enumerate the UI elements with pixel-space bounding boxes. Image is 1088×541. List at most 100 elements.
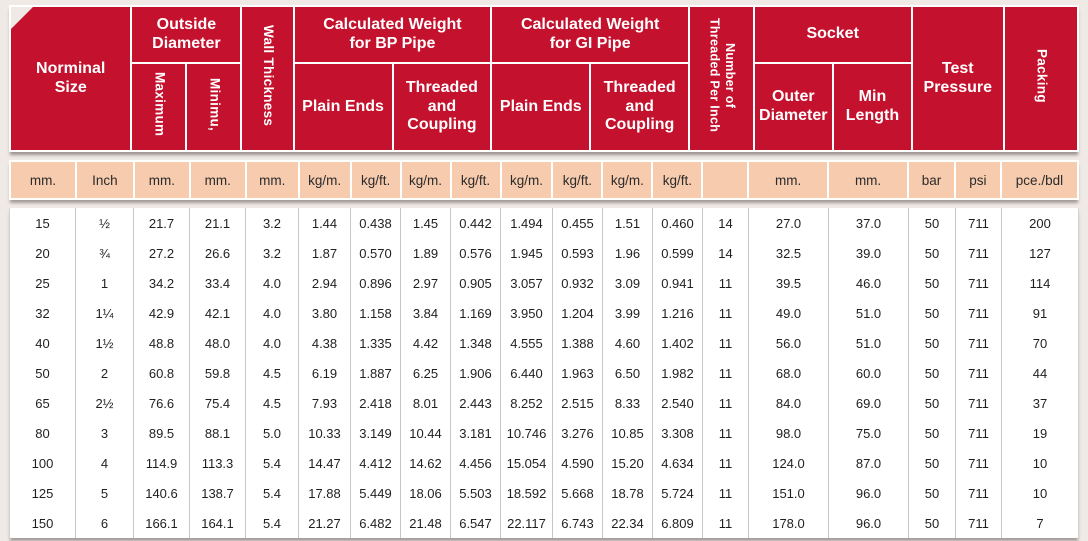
maximum-vertical-label: Maximum [152,71,168,137]
unit-cell: bar [907,160,956,200]
data-cell: 0.442 [450,208,501,238]
data-cell: 5.724 [652,478,703,508]
data-cell: 100 [9,448,76,478]
data-table: 15 ½ 21.7 21.1 3.2 1.44 0.438 1.45 0.442 1.494 0.4… [9,208,1079,538]
data-cell: 6.547 [450,508,501,538]
data-cell: 87.0 [828,448,909,478]
data-cell: 14 [702,208,749,238]
data-cell: 2.443 [450,388,501,418]
col-header-od-minimum: Minimu, [185,62,243,152]
data-cell: 10.85 [602,418,653,448]
data-cell: 50 [908,508,956,538]
data-cell: 89.5 [133,418,190,448]
data-cell: 4.590 [552,448,603,478]
unit-cell: kg/m. [601,160,654,200]
data-cell: 1.87 [298,238,351,268]
unit-cell: mm. [827,160,910,200]
data-cell: 18.06 [400,478,451,508]
data-cell: 11 [702,478,749,508]
data-cell: 21.7 [133,208,190,238]
table-row: 32 1¼ 42.9 42.1 4.0 3.80 1.158 3.84 1.169 3.950 1.… [9,298,1079,328]
data-cell: 125 [9,478,76,508]
unit-cell: mm. [188,160,247,200]
data-cell: 39.5 [748,268,829,298]
data-cell: 21.1 [189,208,246,238]
data-cell: 84.0 [748,388,829,418]
data-cell: 1.169 [450,298,501,328]
table-row: 80 3 89.5 88.1 5.0 10.33 3.149 10.44 3.181 10.746… [9,418,1079,448]
data-cell: 32.5 [748,238,829,268]
data-cell: 3.09 [602,268,653,298]
table-row: 20 ¾ 27.2 26.6 3.2 1.87 0.570 1.89 0.576 1.945 0.5… [9,238,1079,268]
data-cell: 3.950 [500,298,553,328]
unit-cell: kg/ft. [349,160,402,200]
data-cell: 96.0 [828,508,909,538]
data-cell: 1.945 [500,238,553,268]
data-cell: 42.1 [189,298,246,328]
data-cell: 75.4 [189,388,246,418]
data-cell: 4.555 [500,328,553,358]
data-cell: 4.0 [245,298,299,328]
data-cell: 15.054 [500,448,553,478]
data-cell: 1.89 [400,238,451,268]
data-cell: 20 [9,238,76,268]
col-header-bp-plain-ends: Plain Ends [292,62,394,152]
data-cell: 33.4 [189,268,246,298]
data-cell: 4.456 [450,448,501,478]
data-cell: 76.6 [133,388,190,418]
data-cell: 91 [1032,305,1048,321]
col-header-packing: Packing [1002,5,1080,152]
data-cell: 711 [955,448,1002,478]
table-row: 25 1 34.2 33.4 4.0 2.94 0.896 2.97 0.905 3.057 0.9… [9,268,1079,298]
unit-cell: kg/m. [297,160,352,200]
data-cell: 11 [702,418,749,448]
data-cell: 2.515 [552,388,603,418]
data-cell: 48.8 [133,328,190,358]
data-cell: 7.93 [298,388,351,418]
data-cell: 40 [9,328,76,358]
data-cell: 711 [955,298,1002,328]
unit-cell: mm. [747,160,830,200]
data-cell: 44 [1032,365,1048,381]
data-cell: 50 [908,478,956,508]
data-cell: 124.0 [748,448,829,478]
data-cell: 8.33 [602,388,653,418]
data-cell: 114 [1029,275,1051,291]
data-cell: 8.01 [400,388,451,418]
unit-cell: mm. [132,160,191,200]
table-row: 65 2½ 76.6 75.4 4.5 7.93 2.418 8.01 2.443 8.252 2.… [9,388,1079,418]
data-cell: 8.252 [500,388,553,418]
data-cell: 65 [9,388,76,418]
data-cell: 2½ [75,388,134,418]
unit-cell: kg/ft. [651,160,704,200]
data-cell: 6.25 [400,358,451,388]
data-cell: 50 [908,268,956,298]
data-cell: 98.0 [748,418,829,448]
data-cell: 11 [702,358,749,388]
data-cell: 46.0 [828,268,909,298]
col-header-socket: Socket [752,5,913,64]
data-cell: 34.2 [133,268,190,298]
data-cell: 96.0 [828,478,909,508]
data-cell: 711 [955,478,1002,508]
data-cell: 15 [9,208,76,238]
data-cell: 5.4 [245,508,299,538]
data-cell: 14.62 [400,448,451,478]
header-table: Norminal Size Outside Diameter Wall Thic… [9,5,1080,152]
col-header-wall-thickness: Wall Thickness [240,5,295,152]
data-cell: 10.44 [400,418,451,448]
table-row: 125 5 140.6 138.7 5.4 17.88 5.449 18.06 5.503 18.… [9,478,1079,508]
data-cell: 1½ [75,328,134,358]
data-cell: 32 [9,298,76,328]
data-cell: 6.482 [350,508,401,538]
unit-cell: psi [953,160,1002,200]
packing-vertical-label: Packing [1034,48,1050,103]
data-cell: 2.418 [350,388,401,418]
data-cell: 80 [9,418,76,448]
data-cell: 0.438 [350,208,401,238]
data-cell: 0.460 [652,208,703,238]
data-cell: 1.216 [652,298,703,328]
data-cell: 50 [908,328,956,358]
data-cell: 5.0 [245,418,299,448]
data-cell: 0.905 [450,268,501,298]
